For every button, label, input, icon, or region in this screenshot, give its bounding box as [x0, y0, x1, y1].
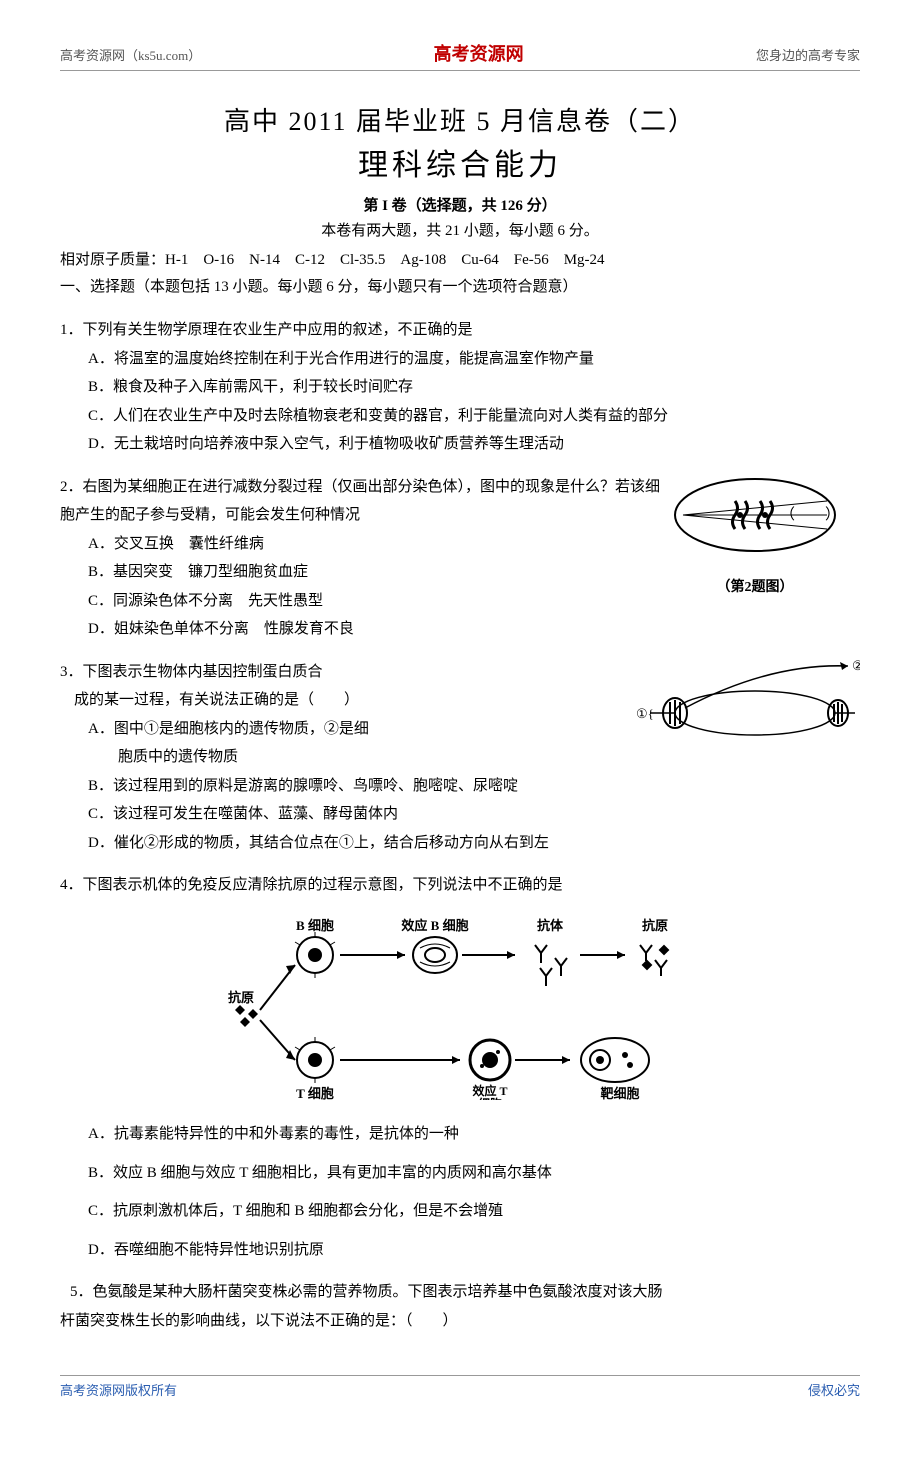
- header-left: 高考资源网（ks5u.com）: [60, 45, 201, 64]
- q1-stem: 1．下列有关生物学原理在农业生产中应用的叙述，不正确的是: [60, 316, 860, 345]
- label-antigen-top: 抗原: [642, 918, 668, 933]
- q1-option-b: B．粮食及种子入库前需风干，利于较长时间贮存: [88, 373, 860, 402]
- page-footer: 高考资源网版权所有 侵权必究: [60, 1375, 860, 1399]
- label-eff-t-2: 细胞: [478, 1096, 502, 1100]
- label-eff-t-1: 效应 T: [472, 1083, 507, 1098]
- q4-option-b: B．效应 B 细胞与效应 T 细胞相比，具有更加丰富的内质网和高尔基体: [88, 1159, 860, 1188]
- question-5: 5．色氨酸是某种大肠杆菌突变株必需的营养物质。下图表示培养基中色氨酸浓度对该大肠…: [60, 1278, 860, 1335]
- footer-left: 高考资源网版权所有: [60, 1380, 177, 1399]
- label-b-cell: B 细胞: [296, 918, 334, 933]
- exam-page: 高考资源网（ks5u.com） 高考资源网 您身边的高考专家 高中 2011 届…: [0, 0, 920, 1459]
- antibody-icon: [535, 945, 567, 986]
- footer-right: 侵权必究: [808, 1380, 860, 1399]
- q1-option-c: C．人们在农业生产中及时去除植物衰老和变黄的器官，利于能量流向对人类有益的部分: [88, 402, 860, 431]
- q4-option-c: C．抗原刺激机体后，T 细胞和 B 细胞都会分化，但是不会增殖: [88, 1197, 860, 1226]
- q4-option-a: A．抗毒素能特异性的中和外毒素的毒性，是抗体的一种: [88, 1120, 860, 1149]
- cell-division-icon: [665, 473, 845, 563]
- page-header: 高考资源网（ks5u.com） 高考资源网 您身边的高考专家: [60, 40, 860, 71]
- section-note: 本卷有两大题，共 21 小题，每小题 6 分。: [60, 219, 860, 240]
- atomic-masses: 相对原子质量：H-1 O-16 N-14 C-12 Cl-35.5 Ag-108…: [60, 248, 860, 269]
- q2-figure: （第2题图）: [660, 473, 850, 602]
- q4-stem: 4．下图表示机体的免疫反应清除抗原的过程示意图，下列说法中不正确的是: [60, 871, 860, 900]
- label-antigen-left: 抗原: [228, 990, 254, 1005]
- instruction-line: 一、选择题（本题包括 13 小题。每小题 6 分，每小题只有一个选项符合题意）: [60, 275, 860, 296]
- q2-stem-text: 胞产生的配子参与受精，可能会发生何种情况: [60, 507, 360, 523]
- question-4: 4．下图表示机体的免疫反应清除抗原的过程示意图，下列说法中不正确的是 B 细胞 …: [60, 871, 860, 1264]
- q3-option-d: D．催化②形成的物质，其结合位点在①上，结合后移动方向从右到左: [88, 829, 860, 858]
- antigen-antibody-icon: [640, 945, 668, 976]
- q1-option-d: D．无土栽培时向培养液中泵入空气，利于植物吸收矿质营养等生理活动: [88, 430, 860, 459]
- q4-options: A．抗毒素能特异性的中和外毒素的毒性，是抗体的一种 B．效应 B 细胞与效应 T…: [60, 1120, 860, 1264]
- question-1: 1．下列有关生物学原理在农业生产中应用的叙述，不正确的是 A．将温室的温度始终控…: [60, 316, 860, 459]
- header-right: 您身边的高考专家: [756, 45, 860, 64]
- title-sub: 理科综合能力: [60, 140, 860, 184]
- q4-figure: B 细胞 效应 B 细胞 抗体 抗原 抗原: [60, 910, 860, 1111]
- q3-label-2: ②: [852, 658, 860, 673]
- question-2: 2．右图为某细胞正在进行减数分裂过程（仅画出部分染色体），图中的现象是什么？若该…: [60, 473, 860, 644]
- antigen-shape-icon: [235, 1005, 258, 1027]
- title-main: 高中 2011 届毕业班 5 月信息卷（二）: [60, 101, 860, 138]
- question-3: 3．下图表示生物体内基因控制蛋白质合 成的某一过程，有关说法正确的是（ ） A．…: [60, 658, 860, 858]
- label-t-cell: T 细胞: [296, 1086, 334, 1100]
- q3-figure: ② ①{: [630, 658, 860, 759]
- q4-option-d: D．吞噬细胞不能特异性地识别抗原: [88, 1236, 860, 1265]
- q3-option-b: B．该过程用到的原料是游离的腺嘌呤、鸟嘌呤、胞嘧啶、尿嘧啶: [88, 772, 860, 801]
- q3-label-1: ①{: [636, 706, 654, 721]
- section-label: 第 I 卷（选择题，共 126 分）: [60, 194, 860, 215]
- q1-options: A．将温室的温度始终控制在利于光合作用进行的温度，能提高温室作物产量 B．粮食及…: [60, 345, 860, 459]
- q2-figure-label: （第2题图）: [660, 575, 850, 602]
- label-eff-b: 效应 B 细胞: [401, 918, 468, 933]
- q5-stem-line1: 5．色氨酸是某种大肠杆菌突变株必需的营养物质。下图表示培养基中色氨酸浓度对该大肠: [60, 1278, 860, 1307]
- q3-option-c: C．该过程可发生在噬菌体、蓝藻、酵母菌体内: [88, 800, 860, 829]
- header-center: 高考资源网: [434, 40, 524, 66]
- label-target-cell: 靶细胞: [600, 1086, 639, 1100]
- q5-stem-line2: 杆菌突变株生长的影响曲线，以下说法不正确的是：（ ）: [60, 1307, 860, 1336]
- label-antibody: 抗体: [537, 918, 564, 933]
- q2-option-d: D．姐妹染色单体不分离 性腺发育不良: [88, 615, 860, 644]
- immune-diagram-icon: B 细胞 效应 B 细胞 抗体 抗原 抗原: [200, 910, 720, 1100]
- transcription-icon: ② ①{: [630, 658, 860, 748]
- q1-option-a: A．将温室的温度始终控制在利于光合作用进行的温度，能提高温室作物产量: [88, 345, 860, 374]
